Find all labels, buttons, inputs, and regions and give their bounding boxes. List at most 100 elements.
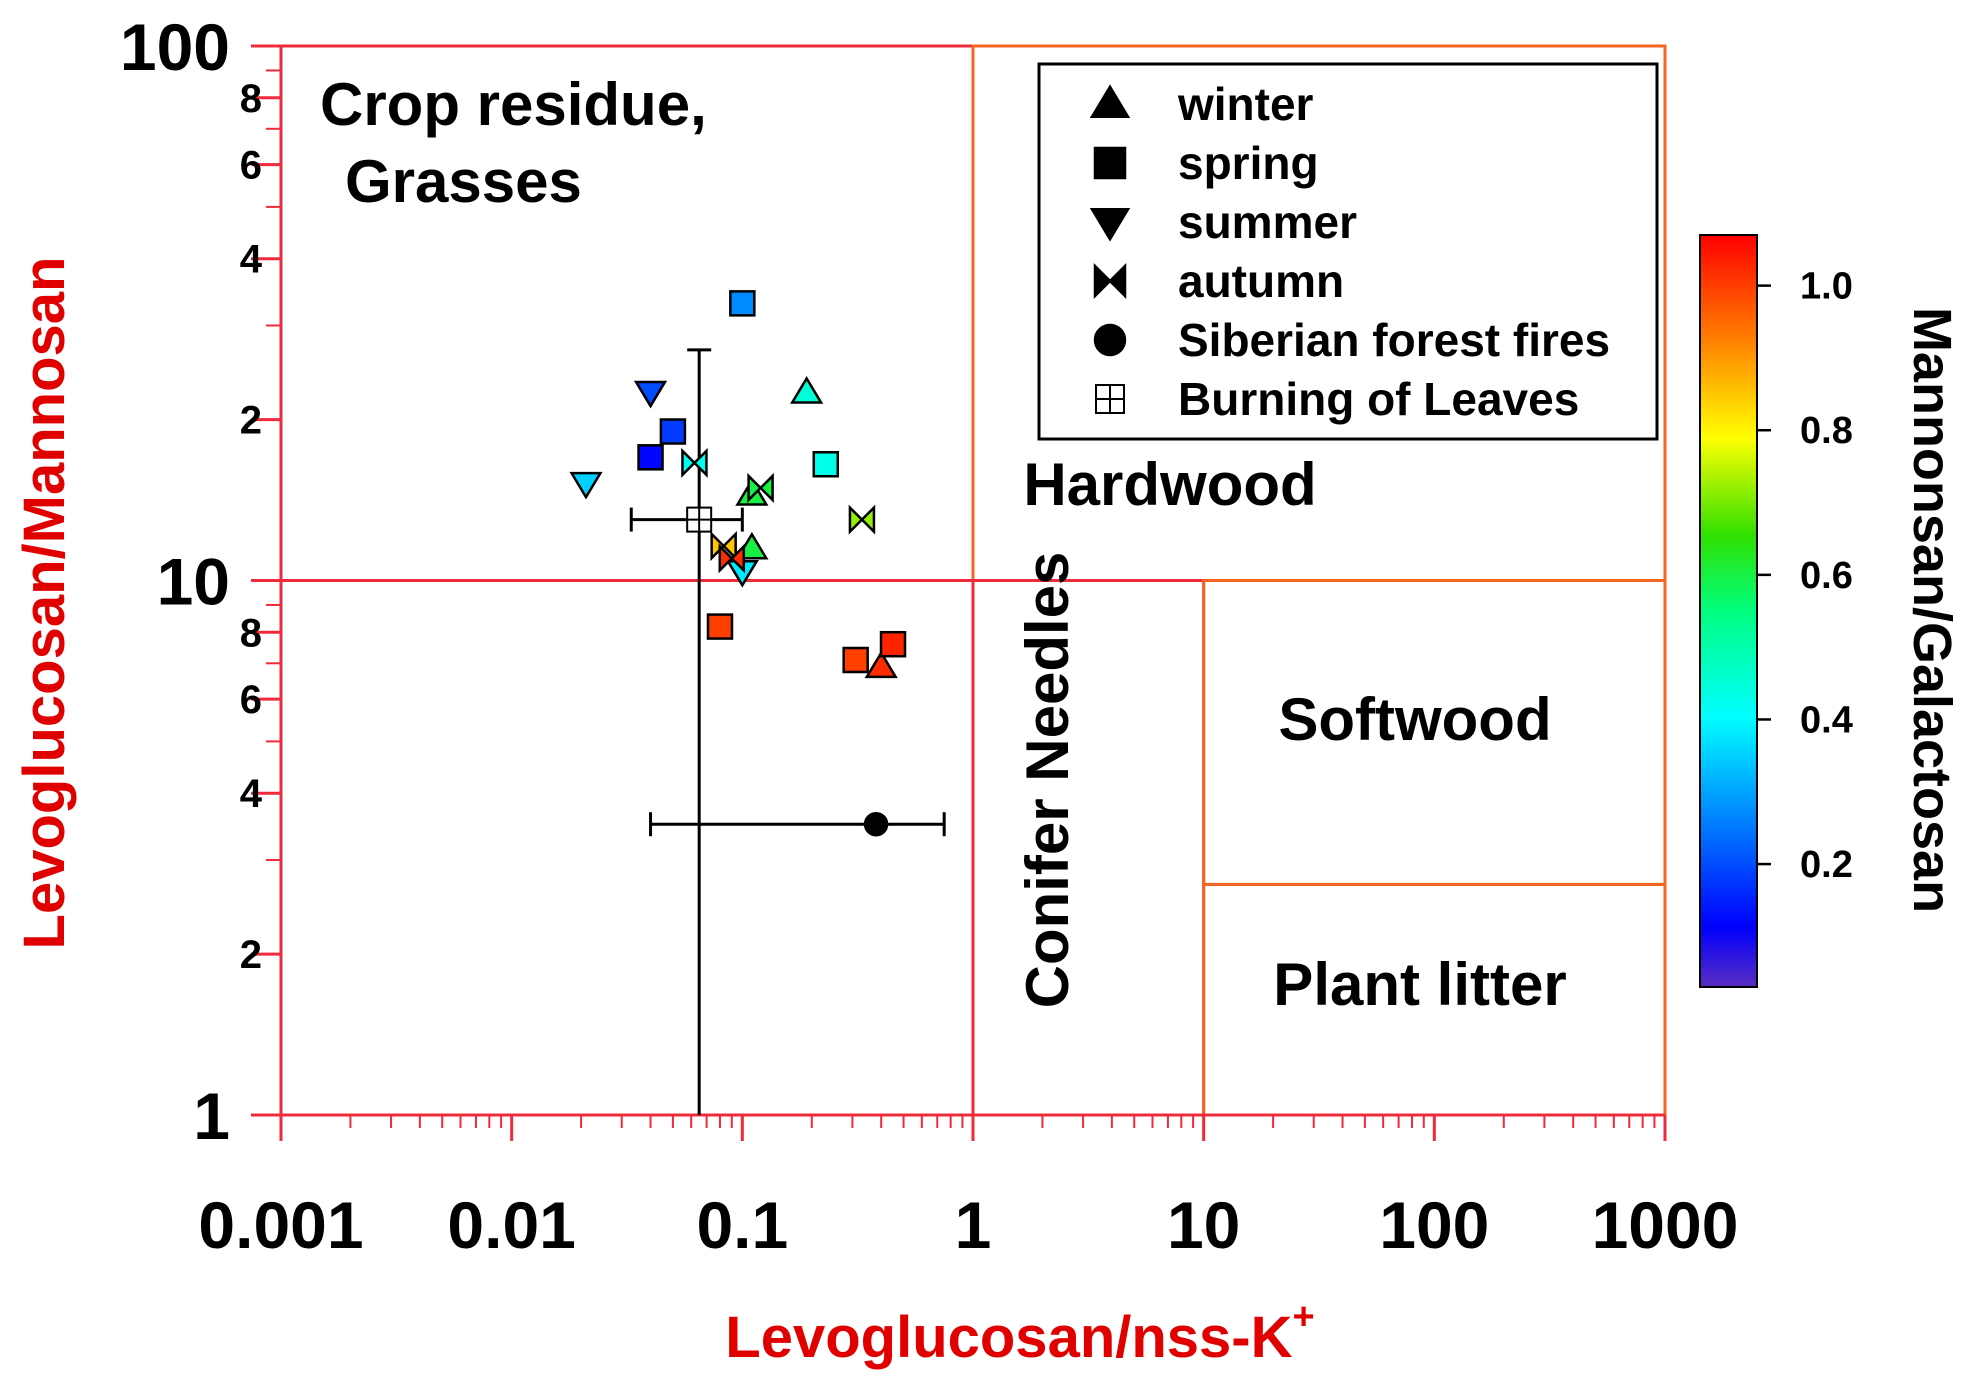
legend-label: Burning of Leaves — [1178, 373, 1579, 425]
data-point-triangle-up — [864, 650, 898, 679]
data-point-square — [659, 418, 687, 445]
legend-entry: summer — [1089, 196, 1357, 248]
legend-marker — [1093, 146, 1127, 180]
data-point-marker — [860, 504, 876, 535]
data-point-marker — [706, 613, 734, 640]
colorbar-tick-label: 1.0 — [1800, 266, 1853, 308]
legend: winter spring summer autumn Siberian forest … — [1037, 62, 1659, 441]
data-point-marker — [718, 543, 734, 574]
data-point-square — [729, 290, 756, 317]
errorbar-layer — [629, 348, 946, 1115]
region-box — [971, 579, 1206, 1117]
regions-layer: Crop residue, Grasses Hardwood Conifer Need… — [279, 44, 1667, 1117]
y-tick-label: 10 — [157, 545, 230, 619]
legend-label: spring — [1178, 137, 1319, 189]
legend-marker — [1108, 262, 1127, 300]
legend-marker — [1089, 208, 1131, 242]
points-layer — [569, 290, 907, 837]
x-tick-label: 1 — [955, 1188, 992, 1262]
region-label: Grasses — [345, 148, 582, 215]
data-point-marker — [812, 451, 840, 478]
legend-label: autumn — [1178, 255, 1344, 307]
axes-layer: 0.001 0.01 0.1 1 10 100 1000 1 10 100 2 4 6 8 2 4 6 8 — [120, 10, 1739, 1262]
colorbar-tick-label: 0.6 — [1800, 555, 1853, 597]
data-point-marker — [790, 376, 824, 404]
y-minor-tick-label: 6 — [240, 144, 262, 188]
data-point-marker — [747, 472, 763, 503]
data-point-marker — [633, 380, 668, 409]
y-minor-tick-label: 4 — [240, 238, 263, 282]
colorbar-tick-label: 0.8 — [1800, 410, 1853, 452]
region-label: Softwood — [1278, 686, 1551, 753]
legend-box — [1037, 62, 1659, 441]
data-point-marker — [879, 630, 907, 658]
legend-marker — [1093, 262, 1112, 300]
x-tick-label: 0.1 — [696, 1188, 788, 1262]
y-minor-tick-label: 2 — [240, 399, 262, 443]
colorbar: 0.2 0.4 0.6 0.8 1.0 Mannonsan/Galactosan — [1699, 234, 1962, 988]
data-point-triangle-up — [790, 376, 824, 404]
data-point-triangle-down — [633, 380, 668, 409]
data-point-bowtie — [710, 531, 737, 562]
y-minor-tick-label: 8 — [240, 611, 262, 655]
data-point-marker — [758, 472, 774, 503]
legend-entry: Siberian forest fires — [1093, 314, 1610, 366]
data-point-marker — [864, 650, 898, 679]
y-minor-tick-label: 4 — [240, 772, 263, 816]
legend-marker — [1093, 323, 1127, 357]
data-point-marker — [842, 646, 869, 674]
y-axis-title: Levoglucosan/Mannosan — [12, 257, 77, 950]
data-point-marker — [692, 447, 708, 478]
legend-entry: winter — [1089, 78, 1314, 130]
data-point-square — [842, 646, 869, 674]
x-tick-label: 100 — [1379, 1188, 1489, 1262]
data-point-bowtie — [848, 504, 876, 535]
data-point-marker — [721, 531, 737, 562]
data-point-marker — [863, 811, 889, 837]
data-point-marker — [730, 543, 746, 574]
colorbar-tick-label: 0.4 — [1800, 699, 1853, 741]
legend-marker — [1089, 84, 1131, 118]
data-point-square-cross — [686, 506, 713, 533]
region-label: Conifer Needles — [1014, 552, 1081, 1009]
legend-entry: spring — [1093, 137, 1319, 189]
x-tick-label: 0.001 — [198, 1188, 363, 1262]
y-tick-label: 1 — [193, 1079, 230, 1153]
data-point-marker — [848, 504, 864, 535]
data-point-bowtie — [747, 472, 774, 503]
data-point-square — [812, 451, 840, 478]
region-label: Crop residue, — [320, 71, 707, 138]
colorbar-title: Mannonsan/Galactosan — [1902, 307, 1962, 913]
data-point-marker — [729, 290, 756, 317]
legend-entry: autumn — [1093, 255, 1344, 307]
data-point-bowtie — [681, 447, 708, 478]
y-minor-tick-label: 6 — [240, 678, 262, 722]
y-tick-label: 100 — [120, 10, 230, 84]
x-tick-label: 0.01 — [447, 1188, 575, 1262]
data-point-marker — [637, 444, 664, 471]
data-point-triangle-down — [569, 471, 603, 500]
region-label: Hardwood — [1023, 451, 1316, 518]
data-point-circle — [863, 811, 889, 837]
legend-label: winter — [1177, 78, 1314, 130]
data-point-marker — [681, 447, 697, 478]
legend-label: summer — [1178, 196, 1357, 248]
x-axis-title: Levoglucosan/nss-K+ — [725, 1296, 1314, 1370]
y-minor-tick-label: 2 — [240, 933, 262, 977]
data-point-marker — [659, 418, 687, 445]
region-label: Plant litter — [1273, 951, 1566, 1018]
x-tick-label: 10 — [1167, 1188, 1240, 1262]
colorbar-tick-label: 0.2 — [1800, 844, 1853, 886]
data-point-square — [637, 444, 664, 471]
y-minor-tick-label: 8 — [240, 77, 262, 121]
data-point-marker — [569, 471, 603, 500]
data-point-marker — [710, 531, 726, 562]
x-tick-label: 1000 — [1592, 1188, 1739, 1262]
data-point-square — [879, 630, 907, 658]
legend-label: Siberian forest fires — [1178, 314, 1610, 366]
data-point-square — [706, 613, 734, 640]
colorbar-gradient — [1699, 234, 1758, 988]
legend-entry: Burning of Leaves — [1095, 373, 1579, 425]
data-point-bowtie — [718, 543, 746, 574]
